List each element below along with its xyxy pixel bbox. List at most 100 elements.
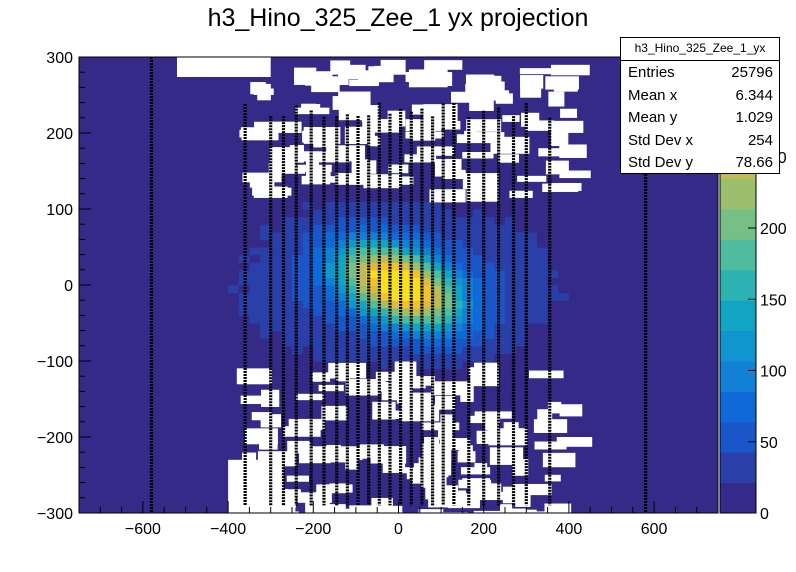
- heatmap-cell: [675, 254, 687, 263]
- heatmap-cell: [110, 459, 123, 468]
- empty-bin: [371, 505, 403, 513]
- heatmap-cell: [110, 323, 123, 332]
- heatmap-cell: [441, 307, 453, 316]
- heatmap-cell: [451, 300, 463, 309]
- heatmap-cell: [515, 323, 527, 332]
- heatmap-cell: [611, 452, 623, 461]
- heatmap-cell: [281, 72, 293, 81]
- heatmap-cell: [622, 323, 634, 332]
- heatmap-cell: [228, 262, 240, 271]
- heatmap-cell: [79, 406, 91, 415]
- heatmap-cell: [387, 353, 400, 362]
- heatmap-cell: [505, 64, 517, 73]
- heatmap-cell: [121, 148, 133, 157]
- heatmap-cell: [153, 437, 165, 446]
- heatmap-cell: [355, 338, 368, 347]
- heatmap-cell: [121, 482, 133, 491]
- heatmap-cell: [675, 345, 687, 354]
- heatmap-cell: [696, 292, 708, 301]
- heatmap-cell: [260, 239, 272, 248]
- heatmap-cell: [89, 163, 101, 172]
- heatmap-cell: [483, 399, 495, 408]
- heatmap-cell: [185, 345, 197, 354]
- heatmap-cell: [377, 231, 389, 240]
- heatmap-cell: [196, 277, 208, 286]
- heatmap-cell: [473, 57, 485, 66]
- heatmap-cell: [313, 239, 325, 248]
- heatmap-cell: [164, 201, 176, 210]
- heatmap-cell: [89, 376, 101, 385]
- heatmap-cell: [100, 239, 112, 248]
- heatmap-cell: [483, 110, 495, 119]
- heatmap-cell: [643, 391, 655, 400]
- heatmap-cell: [451, 209, 463, 218]
- heatmap-cell: [632, 361, 645, 370]
- heatmap-cell: [409, 353, 421, 362]
- heatmap-cell: [153, 117, 165, 126]
- heatmap-cell: [132, 125, 144, 134]
- heatmap-cell: [515, 209, 527, 218]
- heatmap-cell: [217, 391, 229, 400]
- heatmap-cell: [302, 467, 314, 476]
- heatmap-cell: [387, 155, 400, 164]
- heatmap-cell: [164, 277, 176, 286]
- heatmap-cell: [100, 414, 112, 423]
- heatmap-cell: [505, 330, 517, 339]
- heatmap-cell: [515, 277, 527, 286]
- heatmap-cell: [132, 383, 144, 392]
- heatmap-cell: [675, 269, 687, 278]
- heatmap-cell: [164, 323, 176, 332]
- heatmap-cell: [707, 292, 718, 301]
- heatmap-cell: [110, 155, 123, 164]
- heatmap-cell: [547, 482, 559, 491]
- heatmap-cell: [483, 444, 495, 453]
- x-tick-label: 200: [470, 521, 497, 538]
- heatmap-cell: [664, 497, 676, 506]
- heatmap-cell: [174, 330, 187, 339]
- heatmap-cell: [174, 475, 187, 484]
- heatmap-cell: [483, 285, 495, 294]
- heatmap-cell: [377, 437, 389, 446]
- heatmap-cell: [174, 110, 187, 119]
- heatmap-cell: [643, 209, 655, 218]
- heatmap-cell: [600, 285, 613, 294]
- heatmap-cell: [142, 300, 155, 309]
- heatmap-cell: [473, 201, 485, 210]
- heatmap-cell: [632, 186, 645, 195]
- heatmap-cell: [313, 247, 325, 256]
- heatmap-cell: [313, 216, 325, 225]
- heatmap-cell: [686, 239, 698, 248]
- heatmap-cell: [238, 95, 250, 104]
- heatmap-cell: [366, 95, 378, 104]
- heatmap-cell: [185, 368, 197, 377]
- heatmap-cell: [398, 353, 410, 362]
- heatmap-cell: [643, 406, 655, 415]
- heatmap-cell: [249, 140, 261, 149]
- heatmap-cell: [600, 406, 613, 415]
- heatmap-cell: [153, 163, 165, 172]
- empty-bin: [421, 443, 452, 461]
- heatmap-cell: [174, 171, 187, 180]
- heatmap-cell: [643, 330, 655, 339]
- heatmap-cell: [579, 323, 591, 332]
- heatmap-cell: [675, 216, 687, 225]
- heatmap-cell: [313, 338, 325, 347]
- heatmap-cell: [323, 353, 336, 362]
- heatmap-cell: [196, 125, 208, 134]
- heatmap-cell: [281, 414, 293, 423]
- empty-bin: [542, 452, 576, 468]
- heatmap-cell: [622, 193, 634, 202]
- heatmap-cell: [228, 140, 240, 149]
- heatmap-cell: [132, 110, 144, 119]
- heatmap-cell: [196, 155, 208, 164]
- heatmap-cell: [174, 254, 187, 263]
- heatmap-cell: [153, 254, 165, 263]
- y-tick-label: −200: [37, 430, 73, 447]
- heatmap-cell: [185, 376, 197, 385]
- heatmap-cell: [79, 323, 91, 332]
- heatmap-cell: [654, 497, 666, 506]
- heatmap-cell: [707, 307, 718, 316]
- heatmap-cell: [185, 155, 197, 164]
- heatmap-cell: [696, 224, 708, 233]
- heatmap-cell: [185, 338, 197, 347]
